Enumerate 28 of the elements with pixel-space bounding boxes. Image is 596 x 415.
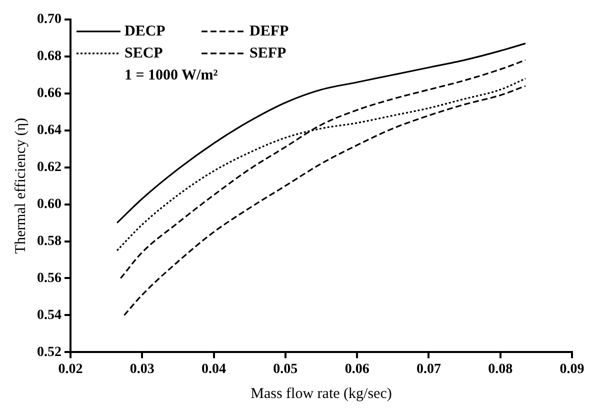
y-tick-label: 0.66 [37, 86, 62, 101]
y-tick-label: 0.58 [37, 234, 62, 249]
y-tick-label: 0.62 [37, 160, 62, 175]
x-axis-title: Mass flow rate (kg/sec) [250, 386, 392, 402]
annotation: 1 = 1000 W/m² [124, 67, 218, 84]
line-series [116, 42, 526, 224]
legend-label: SECP [124, 45, 163, 62]
y-tick-label: 0.54 [37, 308, 62, 323]
y-axis-title: Thermal efficiency (η) [12, 118, 29, 254]
x-tick-label: 0.03 [130, 362, 154, 378]
x-tick-label: 0.08 [488, 362, 513, 378]
y-tick-label: 0.70 [37, 12, 62, 28]
y-tick-label: 0.56 [37, 270, 62, 286]
y-tick-label: 0.68 [37, 48, 62, 64]
legend-label: DEFP [250, 23, 289, 40]
line-series [123, 85, 526, 316]
y-tick-label: 0.60 [37, 196, 62, 212]
x-tick-label: 0.05 [273, 362, 298, 378]
legend-label: SEFP [250, 45, 286, 62]
y-tick-label: 0.64 [37, 122, 62, 138]
line-series [120, 59, 526, 280]
legend-label: DECP [124, 23, 166, 40]
x-tick-label: 0.04 [202, 362, 226, 378]
x-tick-label: 0.09 [560, 362, 584, 378]
x-tick-label: 0.02 [58, 362, 83, 378]
x-tick-label: 0.06 [344, 362, 370, 378]
y-tick-label: 0.52 [37, 344, 62, 360]
x-tick-label: 0.07 [416, 362, 441, 378]
